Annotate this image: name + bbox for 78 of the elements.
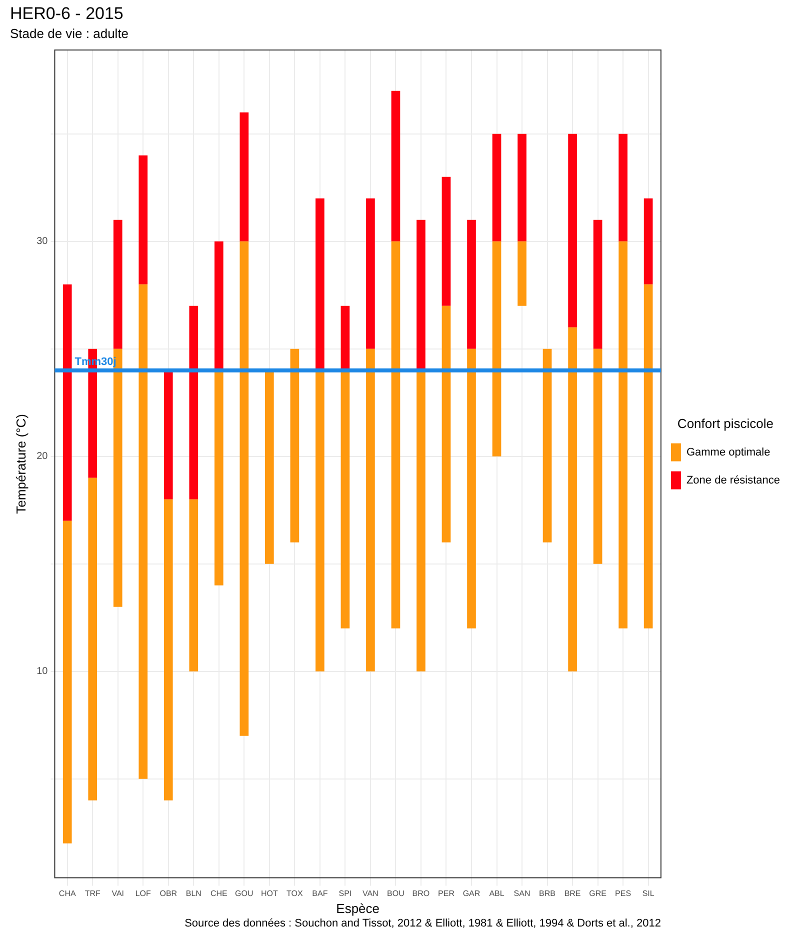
x-tick-label: TOX — [286, 888, 304, 898]
x-tick-label: SIL — [642, 888, 655, 898]
bar — [113, 220, 122, 349]
bar — [62, 520, 72, 844]
x-tick-label: BRO — [412, 888, 430, 898]
x-tick-label: ABL — [489, 888, 505, 898]
x-tick-label: TRF — [84, 888, 100, 898]
bar — [290, 348, 300, 542]
chart-subtitle: Stade de vie : adulte — [10, 26, 129, 41]
x-tick-label: SPI — [338, 888, 352, 898]
bar — [62, 284, 72, 521]
bar — [138, 155, 148, 284]
bar — [391, 241, 400, 628]
x-tick-label: PER — [438, 888, 455, 898]
chart-title: HER0-6 - 2015 — [10, 4, 124, 23]
bar — [618, 241, 628, 628]
x-tick-label: CHA — [58, 888, 76, 898]
bar — [164, 370, 173, 500]
bar — [189, 499, 198, 672]
x-tick-label: LOF — [135, 888, 152, 898]
bar — [618, 134, 628, 242]
x-tick-label: OBR — [160, 888, 178, 898]
bar — [518, 134, 526, 242]
x-tick-label: GAR — [462, 888, 480, 898]
bar — [366, 348, 375, 672]
x-tick-label: HOT — [260, 888, 278, 898]
bar — [644, 198, 653, 284]
bar — [593, 220, 602, 349]
x-tick-label: BRB — [539, 888, 556, 898]
y-axis-title: Température (°C) — [13, 414, 28, 514]
bar — [214, 370, 224, 586]
bar — [88, 478, 98, 800]
x-tick-label: BOU — [387, 888, 405, 898]
bar — [265, 370, 274, 564]
x-tick-label: BLN — [186, 888, 202, 898]
bar — [138, 284, 148, 779]
bar — [391, 90, 400, 242]
x-tick-label: VAI — [112, 888, 124, 898]
bar — [366, 198, 375, 349]
x-tick-label: GOU — [235, 888, 254, 898]
legend-label: Gamme optimale — [686, 446, 770, 458]
bar — [340, 370, 350, 628]
bar — [492, 241, 502, 456]
bar — [316, 198, 324, 370]
bar — [492, 134, 502, 242]
bar — [340, 306, 350, 370]
legend-title: Confort piscicole — [677, 416, 774, 431]
bar — [467, 220, 476, 349]
y-tick-label: 20 — [36, 451, 48, 462]
bar — [442, 176, 451, 306]
bar — [442, 306, 451, 542]
bar — [240, 112, 249, 242]
y-tick-label: 10 — [36, 666, 48, 678]
bar — [214, 241, 224, 370]
bar — [416, 370, 426, 672]
x-tick-label: BRE — [564, 888, 581, 898]
bar — [518, 241, 526, 306]
legend-label: Zone de résistance — [686, 474, 780, 486]
y-tick-label: 30 — [36, 236, 48, 248]
bar — [189, 306, 198, 500]
x-tick-label: GRE — [589, 888, 606, 898]
x-tick-label: SAN — [514, 888, 530, 898]
x-tick-label: PES — [615, 888, 632, 898]
source-note: Source des données : Souchon and Tissot, 2012 & Elliott, 1981 & Elliott, 1994 & Dorts et al., 2012 — [184, 918, 661, 930]
x-tick-label: BAF — [312, 888, 328, 898]
bar — [467, 348, 476, 628]
x-axis-title: Espèce — [336, 900, 380, 916]
bar — [542, 348, 552, 542]
bar — [568, 134, 577, 328]
bar — [416, 220, 426, 370]
bar — [568, 327, 577, 672]
bar — [316, 370, 324, 672]
bar — [164, 499, 173, 800]
bar — [240, 241, 249, 736]
bar — [644, 284, 653, 628]
x-tick-label: VAN — [362, 888, 379, 898]
bar — [593, 348, 602, 564]
x-tick-label: CHE — [210, 888, 228, 898]
